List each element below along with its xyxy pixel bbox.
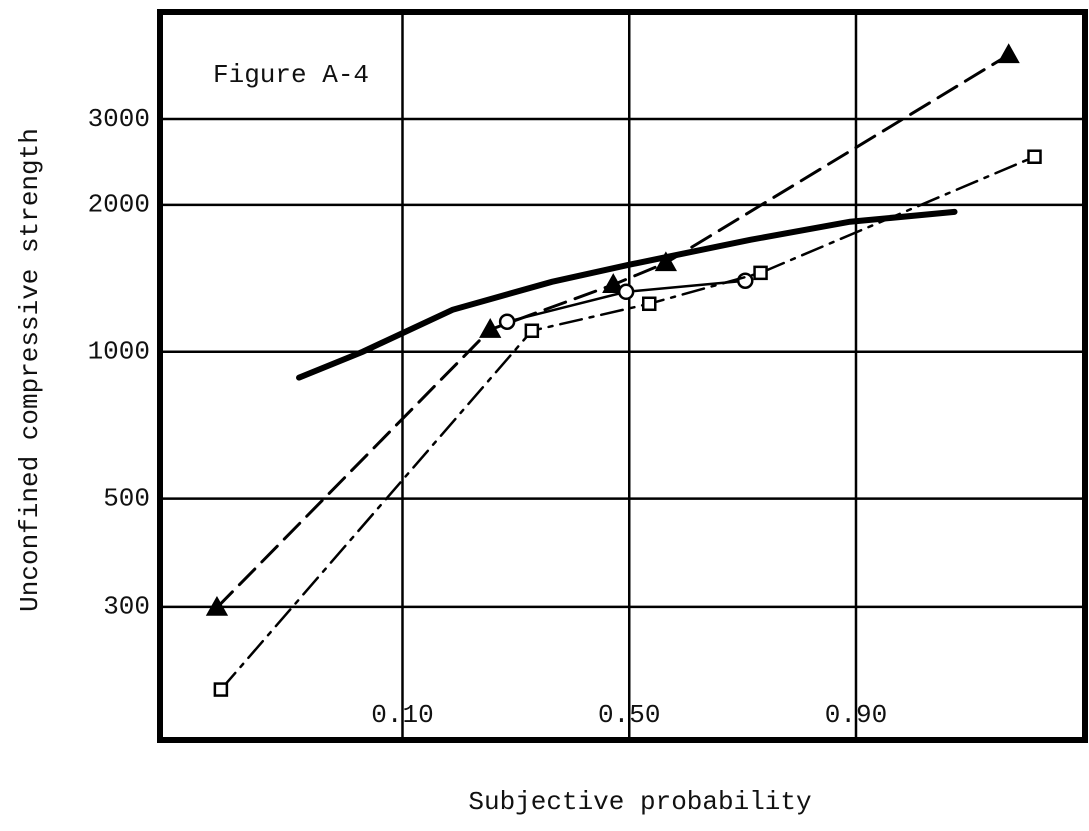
y-tick-label: 3000	[88, 104, 150, 134]
x-axis-label: Subjective probability	[468, 787, 811, 817]
point-marker	[1027, 149, 1042, 164]
y-tick-label: 500	[103, 483, 150, 513]
y-tick-label: 1000	[88, 337, 150, 367]
point-marker	[213, 682, 229, 697]
plot-frame	[157, 9, 1088, 743]
point-marker	[654, 251, 678, 272]
point-marker	[997, 43, 1020, 64]
point-marker	[641, 296, 657, 312]
y-tick-label: 2000	[88, 190, 150, 220]
point-marker	[753, 265, 768, 281]
point-marker	[602, 273, 625, 293]
point-marker	[205, 595, 229, 616]
y-axis-label: Unconfined compressive strength	[15, 128, 45, 612]
y-tick-label: 300	[103, 592, 150, 622]
point-marker	[479, 318, 502, 338]
point-marker	[524, 323, 540, 339]
point-marker	[617, 283, 635, 301]
point-marker	[498, 313, 516, 330]
x-tick-label: 0.90	[825, 700, 887, 730]
x-tick-label: 0.50	[598, 700, 660, 730]
series-line	[296, 208, 958, 381]
x-tick-label: 0.10	[371, 700, 433, 730]
point-marker	[737, 272, 754, 289]
annotation: Figure A-4	[213, 60, 369, 90]
